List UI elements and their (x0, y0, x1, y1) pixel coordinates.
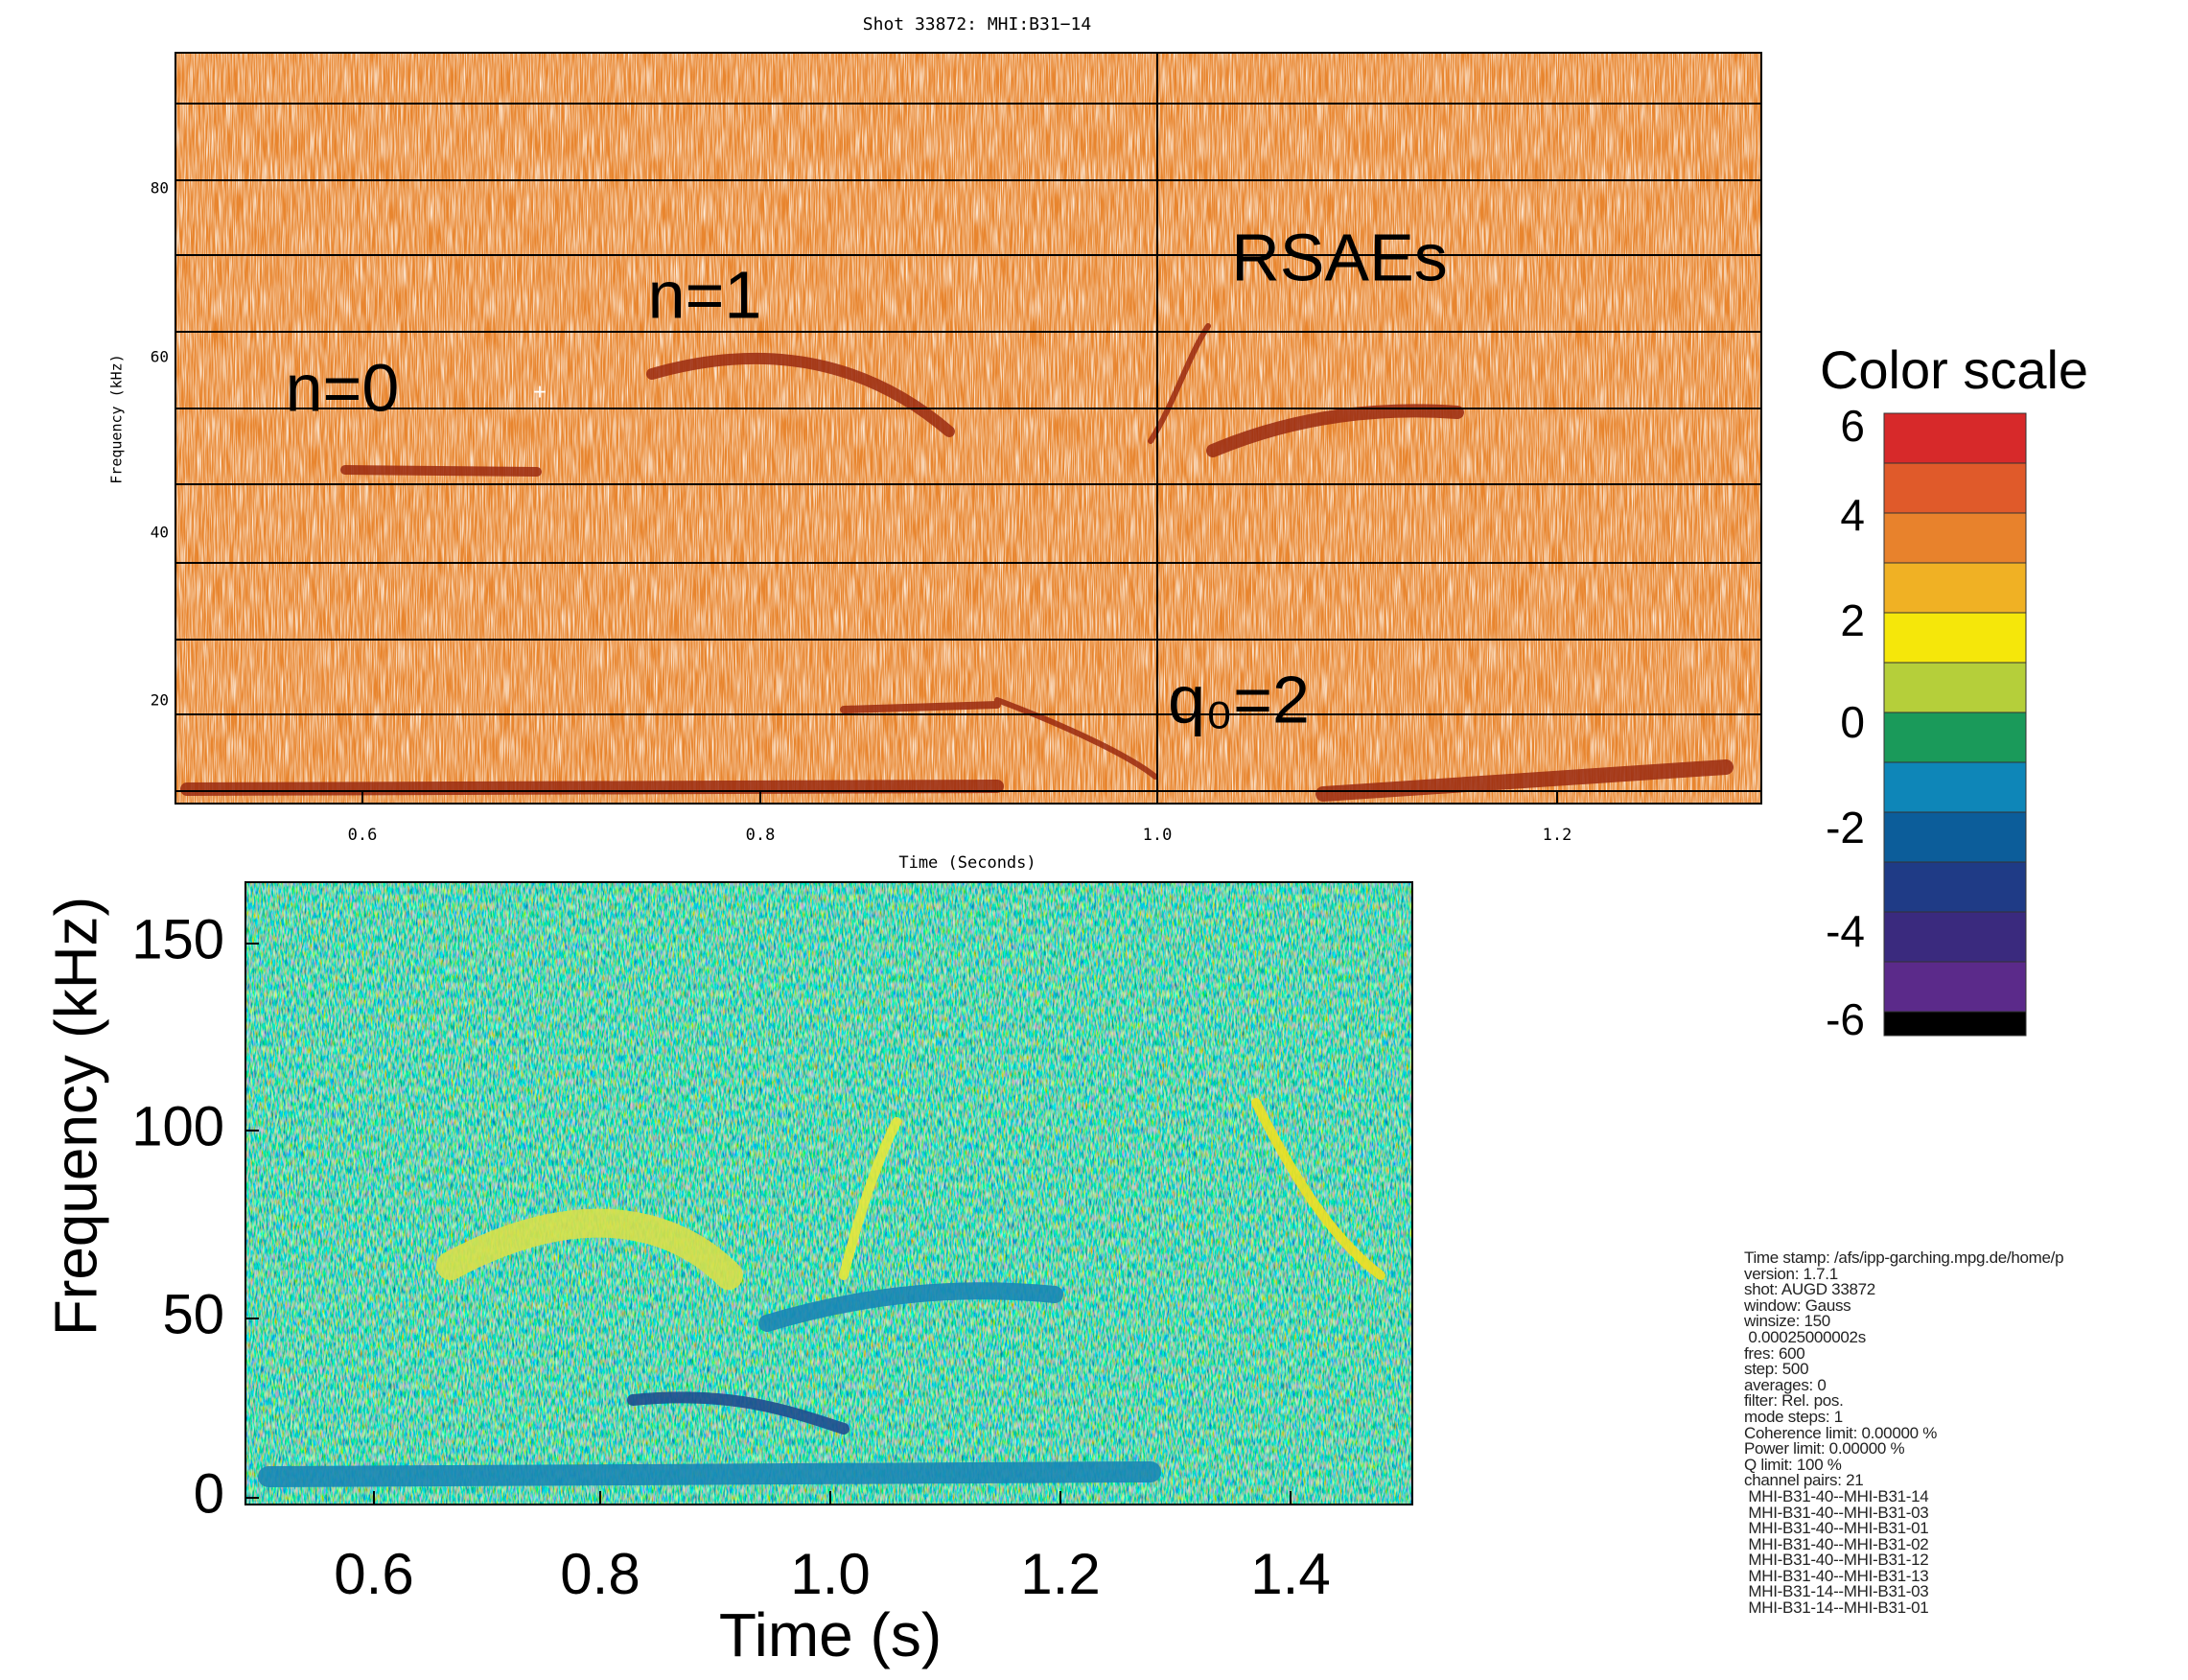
color-swatch (1883, 1011, 2027, 1037)
x-tick-label: 1.2 (1543, 826, 1572, 845)
x-axis-label: Time (Seconds) (898, 853, 1036, 873)
x-axis-label: Time (s) (719, 1600, 942, 1669)
color-swatch (1883, 512, 2027, 564)
info-line: averages: 0 (1744, 1375, 1827, 1394)
info-line: filter: Rel. pos. (1744, 1391, 1844, 1411)
plot-title: Shot 33872: MHI:B31−14 (863, 14, 1091, 35)
color-swatch (1883, 412, 2027, 464)
info-line: fres: 600 (1744, 1343, 1805, 1363)
coherence-traces (258, 1098, 1385, 1487)
color-swatch (1883, 712, 2027, 763)
info-line: Q limit: 100 % (1744, 1455, 1842, 1474)
info-line: shot: AUGD 33872 (1744, 1280, 1875, 1299)
color-scale-label: -4 (1826, 906, 1865, 956)
info-line: 0.00025000002s (1744, 1327, 1866, 1346)
color-swatch (1883, 462, 2027, 514)
color-scale-label: 0 (1840, 697, 1865, 747)
color-swatch (1883, 662, 2027, 713)
x-tick-label: 1.4 (1250, 1542, 1330, 1606)
y-tick-label: 150 (131, 908, 224, 970)
info-line: winsize: 150 (1744, 1312, 1830, 1331)
spectrogram-bottom (245, 882, 1412, 1505)
spectrogram-texture (175, 53, 1761, 804)
color-scale-title: Color scale (1820, 339, 2088, 400)
plot-frame (244, 881, 1413, 1505)
info-line: MHI-B31-14--MHI-B31-03 (1744, 1582, 1929, 1601)
y-tick-label: 80 (151, 179, 169, 198)
y-tick-label: 60 (151, 348, 169, 366)
x-tick-label: 0.6 (348, 826, 378, 845)
info-line: MHI-B31-40--MHI-B31-12 (1744, 1551, 1929, 1570)
color-swatch (1883, 562, 2027, 614)
info-line: step: 500 (1744, 1360, 1809, 1379)
info-line: MHI-B31-40--MHI-B31-03 (1744, 1503, 1929, 1522)
y-tick-label: 40 (151, 524, 169, 542)
x-tick-label: 1.0 (1143, 826, 1173, 845)
color-swatch (1883, 911, 2027, 963)
info-line: mode steps: 1 (1744, 1407, 1843, 1426)
info-line: Power limit: 0.00000 % (1744, 1439, 1905, 1458)
color-swatch (1883, 811, 2027, 863)
color-scale-label: -6 (1826, 994, 1865, 1044)
y-axis-label: Frequency (kHz) (43, 897, 109, 1336)
color-scale-label: 2 (1840, 595, 1865, 645)
info-line: Time stamp: /afs/ipp-garching.mpg.de/hom… (1744, 1248, 2064, 1267)
info-line: Coherence limit: 0.00000 % (1744, 1423, 1938, 1442)
plot-frame (175, 52, 1762, 805)
color-swatch (1883, 612, 2027, 664)
info-line: MHI-B31-40--MHI-B31-13 (1744, 1566, 1929, 1585)
color-scale-label: 6 (1840, 401, 1865, 451)
cursor: + (533, 379, 547, 405)
annotation: q₀=2 (1168, 662, 1310, 736)
grid (175, 103, 1761, 792)
y-tick-label: 50 (162, 1283, 224, 1345)
info-text: Time stamp: /afs/ipp-garching.mpg.de/hom… (1744, 1248, 2185, 1618)
color-swatch (1883, 761, 2027, 813)
annotation: n=1 (648, 257, 762, 332)
color-swatch (1883, 961, 2027, 1013)
info-line: version: 1.7.1 (1744, 1264, 1838, 1283)
info-line: channel pairs: 21 (1744, 1471, 1864, 1490)
info-line: MHI-B31-14--MHI-B31-01 (1744, 1598, 1929, 1618)
y-tick-label: 20 (151, 691, 169, 710)
y-axis-label: Frequency (kHz) (108, 354, 126, 483)
annotation: RSAEs (1231, 220, 1448, 294)
color-scale-label: 4 (1840, 490, 1865, 540)
color-swatch (1883, 861, 2027, 913)
info-line: MHI-B31-40--MHI-B31-02 (1744, 1534, 1929, 1553)
info-line: window: Gauss (1744, 1295, 1851, 1315)
x-tick-label: 1.2 (1020, 1542, 1100, 1606)
annotation: n=0 (286, 350, 400, 425)
y-tick-label: 0 (194, 1462, 224, 1525)
info-line: MHI-B31-40--MHI-B31-14 (1744, 1486, 1929, 1505)
color-scale-label: -2 (1826, 803, 1865, 852)
x-tick-label: 0.6 (334, 1542, 413, 1606)
x-tick-label: 1.0 (790, 1542, 870, 1606)
y-tick-label: 100 (131, 1095, 224, 1157)
x-tick-label: 0.8 (560, 1542, 640, 1606)
info-line: MHI-B31-40--MHI-B31-01 (1744, 1519, 1929, 1538)
x-tick-label: 0.8 (746, 826, 776, 845)
